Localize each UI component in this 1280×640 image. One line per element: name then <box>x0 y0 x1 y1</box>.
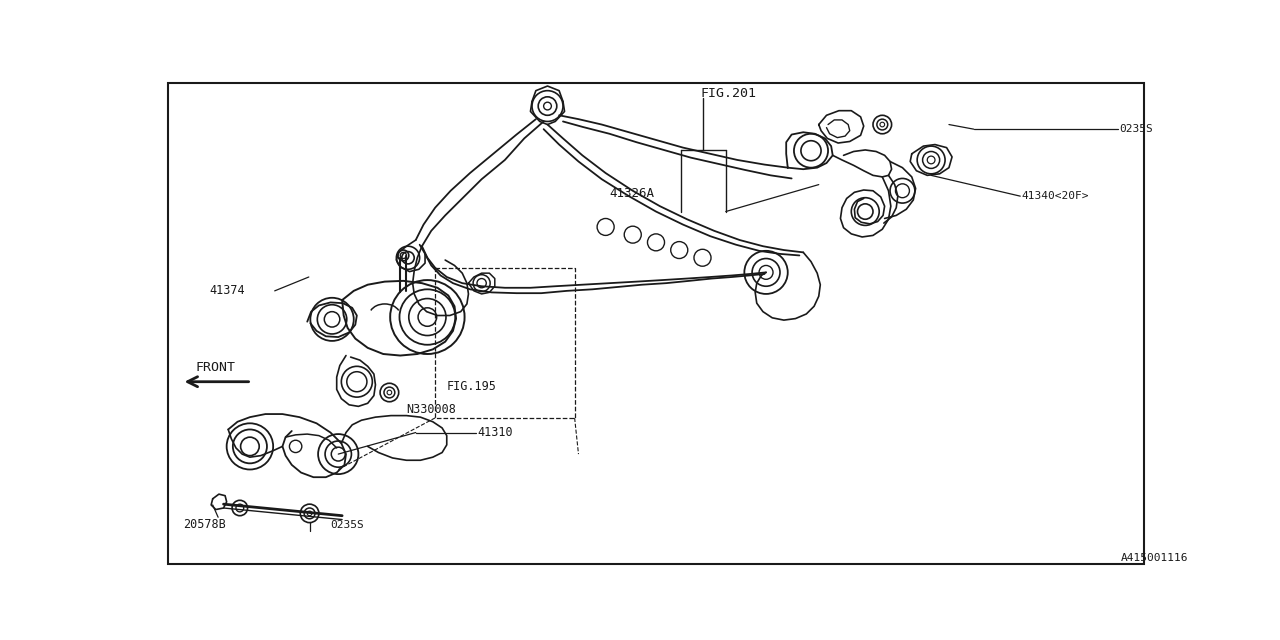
Bar <box>435 268 575 418</box>
Text: FIG.201: FIG.201 <box>701 87 756 100</box>
Text: FRONT: FRONT <box>196 362 236 374</box>
Text: 41326A: 41326A <box>609 188 654 200</box>
Text: A415001116: A415001116 <box>1121 553 1189 563</box>
Text: 41374: 41374 <box>210 284 246 298</box>
Text: N330008: N330008 <box>407 403 457 416</box>
Text: 0235S: 0235S <box>1120 124 1153 134</box>
Text: 20578B: 20578B <box>183 518 227 531</box>
Text: 0235S: 0235S <box>330 520 365 530</box>
Text: FIG.195: FIG.195 <box>447 380 497 393</box>
Text: 41310: 41310 <box>477 426 513 439</box>
Text: 41340<20F>: 41340<20F> <box>1021 191 1089 201</box>
